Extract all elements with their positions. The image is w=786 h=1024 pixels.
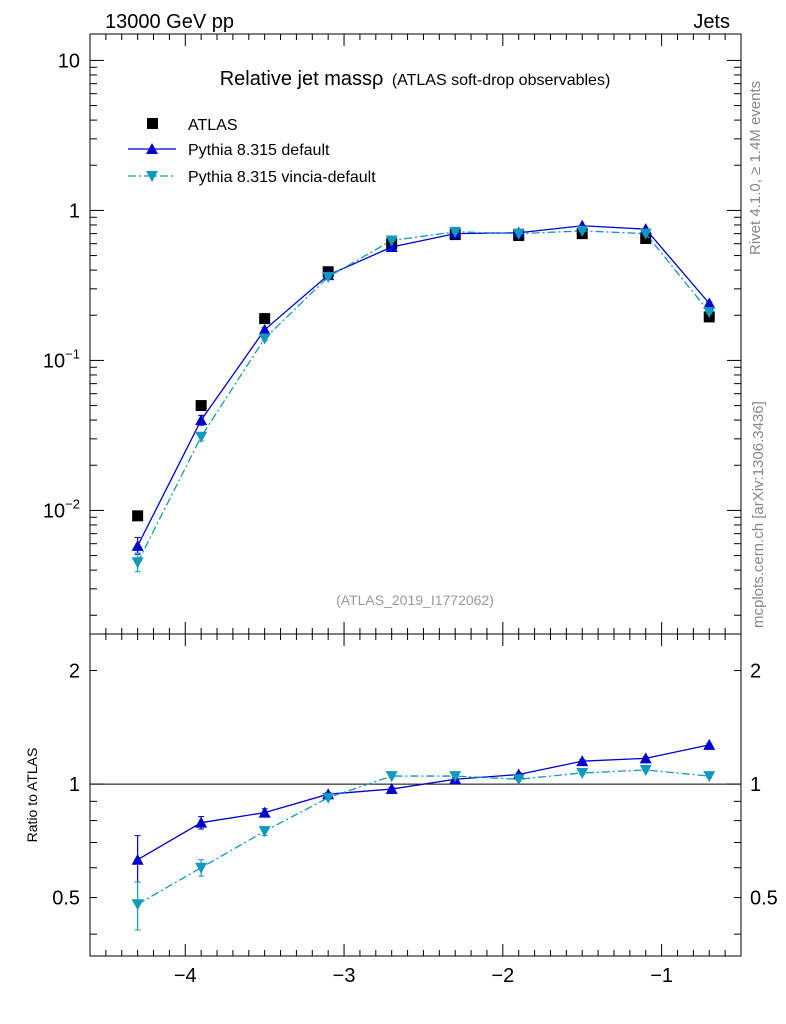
ratio-ytick-label-right: 0.5 <box>750 888 778 910</box>
main-ytick-label-base: 10 <box>43 350 65 372</box>
ratio-pythia-8-315-default-point <box>576 755 589 767</box>
ratio-ytick-label-left: 0.5 <box>52 888 80 910</box>
main-ytick-label-base: 1 <box>69 200 80 222</box>
main-pythia-8-315-vincia-default-point <box>639 228 652 240</box>
rivet-label: Rivet 4.1.0, ≥ 1.4M events <box>747 81 764 255</box>
main-pythia-8-315-vincia-default-point <box>449 226 462 238</box>
main-pythia-8-315-default-line <box>137 225 710 547</box>
main-atlas-point <box>259 313 271 325</box>
main-pythia-8-315-default-point <box>131 539 144 551</box>
x-tick-label: −3 <box>333 965 356 987</box>
main-series <box>131 219 716 573</box>
ratio-pythia-8-315-vincia-default-point <box>512 774 525 786</box>
ratio-pythia-8-315-vincia-default-point <box>385 771 398 783</box>
ratio-pythia-8-315-default-point <box>131 853 144 865</box>
x-tick-label: −2 <box>491 965 514 987</box>
ratio-series <box>131 738 716 931</box>
ratio-pythia-8-315-vincia-default-point <box>449 771 462 783</box>
header-left: 13000 GeV pp <box>105 11 234 33</box>
legend-marker-atlas <box>147 118 158 129</box>
ratio-frame <box>89 633 742 957</box>
main-pythia-8-315-vincia-default-point <box>703 307 716 319</box>
x-tick-label: −4 <box>174 965 197 987</box>
main-pythia-8-315-vincia-default-point <box>258 333 271 345</box>
ratio-pythia-8-315-vincia-default-point <box>639 764 652 776</box>
ratio-pythia-8-315-vincia-default-point <box>322 792 335 804</box>
ratio-panel: 0.5 0.5 1 1 2 2 Ratio to ATLAS <box>24 633 778 957</box>
main-atlas-point <box>132 510 144 522</box>
main-pythia-8-315-vincia-default-point <box>576 225 589 237</box>
ratio-pythia-8-315-vincia-default-point <box>576 767 589 779</box>
ratio-pythia-8-315-default-point <box>385 783 398 795</box>
main-pythia-8-315-vincia-default-point <box>385 235 398 247</box>
main-ytick-label: 10 <box>58 50 80 72</box>
main-ytick-label: 10−1 <box>43 346 80 372</box>
header-right: Jets <box>693 11 730 33</box>
ratio-pythia-8-315-default-point <box>639 752 652 764</box>
main-pythia-8-315-default-point <box>195 414 208 426</box>
main-title-text: Relative jet massρ <box>220 68 384 90</box>
ratio-ytick-label-right: 2 <box>750 661 761 683</box>
main-pythia-8-315-vincia-default-line <box>137 230 710 563</box>
legend-label-vincia: Pythia 8.315 vincia-default <box>188 169 376 186</box>
main-ytick-label-exp: −1 <box>65 346 80 361</box>
main-pythia-8-315-vincia-default-point <box>131 557 144 569</box>
ratio-ytick-label-left: 2 <box>69 661 80 683</box>
ratio-pythia-8-315-default-line <box>137 744 710 861</box>
ratio-pythia-8-315-vincia-default-point <box>195 862 208 874</box>
main-pythia-8-315-default-point <box>258 323 271 335</box>
main-ytick-label-exp: −2 <box>65 496 80 511</box>
ratio-pythia-8-315-default-point <box>258 806 271 818</box>
legend-label-default: Pythia 8.315 default <box>188 142 330 159</box>
ratio-ytick-label-left: 1 <box>69 774 80 796</box>
legend-label-atlas: ATLAS <box>188 117 238 134</box>
main-pythia-8-315-vincia-default-point <box>512 228 525 240</box>
main-pythia-8-315-default-point <box>703 297 716 309</box>
ratio-pythia-8-315-vincia-default-point <box>258 826 271 838</box>
legend-marker-default <box>146 143 158 154</box>
ratio-pythia-8-315-default-point <box>195 816 208 828</box>
legend-marker-vincia <box>146 171 158 182</box>
main-pythia-8-315-vincia-default-point <box>322 271 335 283</box>
analysis-label: (ATLAS_2019_I1772062) <box>336 592 494 608</box>
ratio-ticks: 0.5 0.5 1 1 2 2 <box>52 634 778 956</box>
main-title: Relative jet massρ (ATLAS soft-drop obse… <box>220 68 611 90</box>
x-axis-labels: −4 −3 −2 −1 <box>174 965 673 987</box>
ratio-pythia-8-315-vincia-default-point <box>131 899 144 911</box>
main-pythia-8-315-vincia-default-point <box>195 431 208 443</box>
ratio-ylabel: Ratio to ATLAS <box>24 748 40 843</box>
mcplots-label: mcplots.cern.ch [arXiv:1306.3436] <box>750 401 767 628</box>
ratio-ytick-label-right: 1 <box>750 774 761 796</box>
main-subtitle-text: (ATLAS soft-drop observables) <box>392 72 610 89</box>
main-pythia-8-315-default-point <box>385 241 398 253</box>
main-atlas-point <box>195 400 207 412</box>
main-ytick-label-base: 10 <box>43 500 65 522</box>
legend: ATLAS Pythia 8.315 default Pythia 8.315 … <box>128 117 376 186</box>
main-ytick-label: 10−2 <box>43 496 80 522</box>
main-ytick-label: 1 <box>69 200 80 222</box>
main-ytick-label-base: 10 <box>58 50 80 72</box>
x-tick-label: −1 <box>650 965 673 987</box>
ratio-pythia-8-315-vincia-default-line <box>137 769 710 905</box>
ratio-pythia-8-315-vincia-default-point <box>703 771 716 783</box>
ratio-pythia-8-315-default-point <box>703 738 716 750</box>
